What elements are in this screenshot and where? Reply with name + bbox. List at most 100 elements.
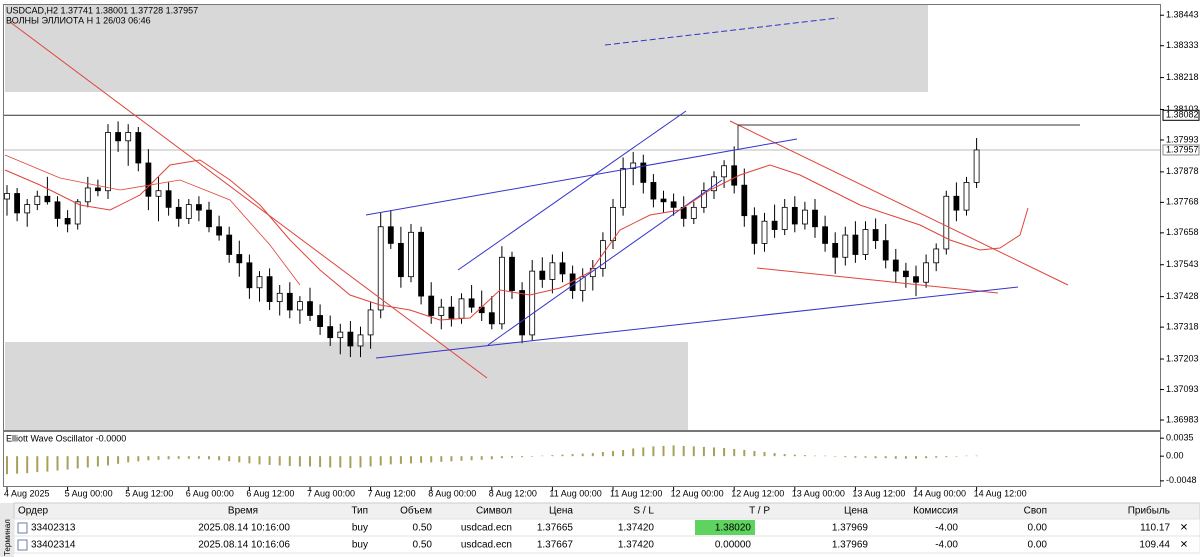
candle-body [105, 132, 111, 192]
osc-label: -0.0048 [1166, 475, 1197, 485]
cell: 109.44 [1139, 540, 1170, 551]
time-label: 7 Aug 12:00 [368, 488, 416, 498]
price-label: 1.38333 [1166, 40, 1199, 50]
column-header: Комиссия [913, 506, 958, 517]
price-label: 1.37878 [1166, 166, 1199, 176]
table-row[interactable] [13, 535, 1200, 554]
price-label: 1.37203 [1166, 353, 1199, 363]
price-label: 1.37428 [1166, 291, 1199, 301]
terminal-tab[interactable]: Терминал [3, 519, 12, 556]
candle-body [923, 262, 929, 283]
candle-body [145, 162, 152, 197]
time-label: 13 Aug 12:00 [852, 488, 905, 498]
time-label: 5 Aug 00:00 [65, 488, 113, 498]
candle-body [44, 195, 51, 203]
trendline [375, 286, 1019, 359]
candle-body [317, 315, 324, 327]
time-label[interactable]: 14 Aug 12:00 [974, 488, 1027, 498]
candle-body [428, 295, 435, 316]
cell: 33402313 [31, 523, 76, 534]
column-header: Тип [351, 506, 368, 517]
time-label: 8 Aug 00:00 [428, 488, 476, 498]
column-header: Своп [1024, 506, 1047, 517]
candle-body [630, 162, 637, 169]
candle-body [418, 231, 425, 297]
candle-body [963, 182, 970, 211]
candle-body [943, 195, 950, 250]
candle-body [842, 234, 849, 258]
oscillator-label: Elliott Wave Oscillator -0.0000 [6, 433, 126, 443]
close-button[interactable]: ✕ [1180, 523, 1188, 534]
cell: 33402314 [31, 540, 76, 551]
candle-body [761, 220, 768, 244]
time-label: 5 Aug 12:00 [125, 488, 173, 498]
price-marker [1162, 109, 1200, 121]
close-button[interactable]: ✕ [1180, 540, 1188, 551]
candle-body [307, 301, 313, 316]
candle-body [549, 262, 556, 280]
candle-body [347, 331, 354, 347]
time-label: 11 Aug 00:00 [549, 488, 601, 498]
candle-body [337, 331, 344, 339]
moving-average [4, 154, 301, 286]
trendline [457, 110, 687, 271]
candle-body [125, 132, 132, 142]
column-header: T / P [749, 506, 770, 517]
cell: buy [352, 523, 368, 534]
drawings [4, 17, 1080, 379]
candle-body [387, 226, 394, 244]
cell: -4.00 [935, 523, 958, 534]
candle-body [206, 209, 212, 228]
price-label: 1.37543 [1166, 259, 1199, 269]
candle-body [660, 198, 667, 203]
candle-body [731, 165, 738, 186]
candle-body [74, 201, 81, 225]
trendline [729, 120, 1069, 286]
candle-body [266, 276, 273, 303]
cell: 0.00 [1028, 540, 1048, 551]
time-label: 8 Aug 12:00 [489, 488, 537, 498]
candle-body [216, 226, 223, 236]
moving-average [4, 159, 1029, 321]
symbol-info: USDCAD,H2 1.37741 1.38001 1.37728 1.3795… [6, 5, 198, 15]
candle-body [478, 306, 485, 314]
cell: 0.00 [1028, 523, 1048, 534]
candle-body [721, 165, 727, 178]
time-label: 6 Aug 00:00 [186, 488, 234, 498]
side-tab[interactable] [0, 503, 14, 557]
candle-body [195, 204, 202, 211]
price-marker-label: 1.38082 [1166, 110, 1199, 120]
candle-body [236, 254, 243, 264]
candle-body [95, 187, 101, 192]
zone [5, 342, 688, 430]
table-row[interactable] [13, 518, 1200, 537]
candle-body [892, 259, 899, 272]
candle-body [650, 182, 657, 200]
candle-body [367, 309, 374, 336]
candle-body [771, 220, 778, 230]
candle-body [741, 184, 748, 217]
time-label: 14 Aug 00:00 [913, 488, 966, 498]
candle-body [781, 206, 788, 230]
candle-body [468, 298, 475, 308]
candle-body [175, 206, 182, 219]
cell: 1.37667 [537, 540, 574, 551]
candle-body [438, 306, 445, 316]
candle-body [165, 190, 172, 208]
candle-body [751, 215, 758, 244]
candle-body [488, 312, 495, 325]
time-label: 13 Aug 00:00 [792, 488, 845, 498]
price-label: 1.37318 [1166, 322, 1199, 332]
column-header: Цена [844, 506, 868, 517]
candle-body [155, 190, 162, 197]
table-header [13, 502, 1200, 520]
zone [5, 5, 928, 92]
candle-body [185, 204, 192, 219]
candle-body [640, 162, 647, 183]
time-label: 6 Aug 12:00 [246, 488, 294, 498]
price-label: 1.36983 [1166, 414, 1199, 424]
price-label: 1.37093 [1166, 384, 1199, 394]
time-label: 11 Aug 12:00 [610, 488, 662, 498]
cell: usdcad.ecn [461, 540, 512, 551]
